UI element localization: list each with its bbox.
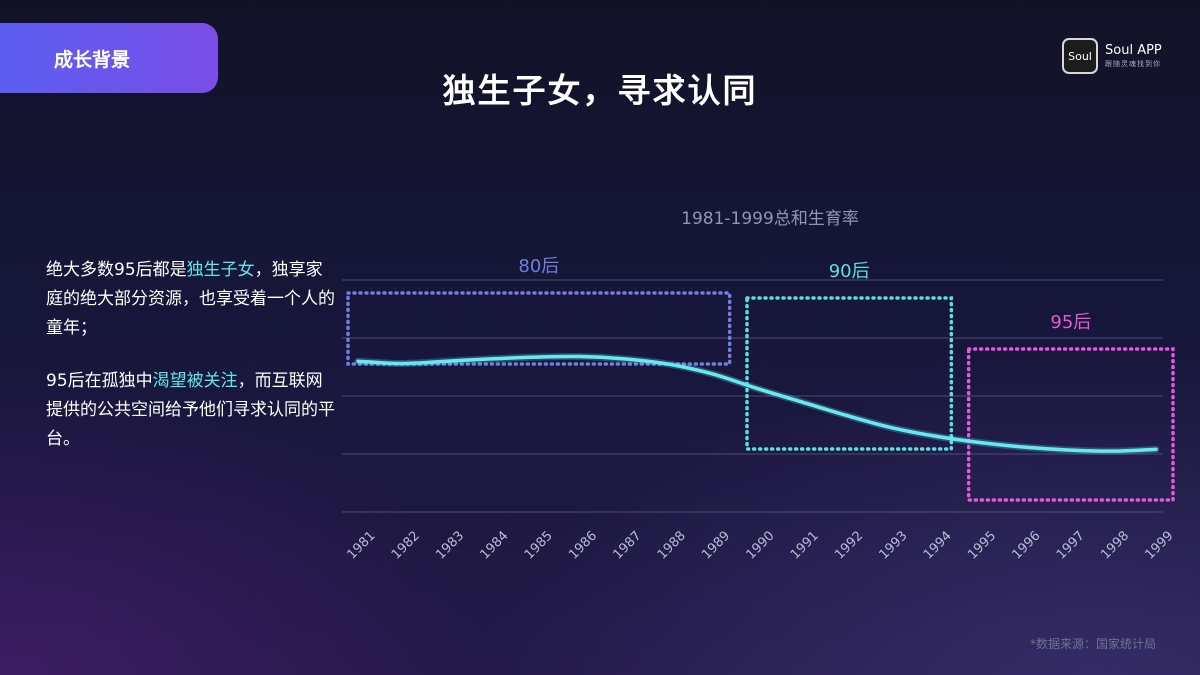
section-tag: 成长背景 xyxy=(0,23,218,93)
x-tick-label: 1993 xyxy=(877,529,911,563)
logo-name: Soul APP xyxy=(1105,43,1162,58)
x-tick-label: 1995 xyxy=(965,529,999,563)
p2-text-end: ，而互联网提供的公共空间给予他们寻求认同的平台。 xyxy=(46,371,335,449)
x-tick-label: 1990 xyxy=(744,529,778,563)
soul-app-logo: Soul Soul APP 跟随灵魂找到你 xyxy=(1062,38,1162,74)
logo-tagline: 跟随灵魂找到你 xyxy=(1105,60,1161,68)
group-label: 95后 xyxy=(1050,312,1091,333)
page-title: 独生子女，寻求认同 xyxy=(442,71,758,110)
description-text: 绝大多数95后都是独生子女，独享家庭的绝大部分资源，也享受着一个人的童年； 95… xyxy=(46,256,336,454)
paragraph-attention: 95后在孤独中渴望被关注，而互联网提供的公共空间给予他们寻求认同的平台。 xyxy=(46,367,336,454)
p1-text: 绝大多数95后都是 xyxy=(46,260,187,280)
x-tick-label: 1986 xyxy=(566,529,600,563)
x-tick-label: 1988 xyxy=(655,529,689,563)
p2-text: 95后在孤独中 xyxy=(46,371,153,391)
x-tick-label: 1989 xyxy=(699,529,733,563)
x-tick-label: 1983 xyxy=(433,529,467,563)
soul-logo-icon: Soul xyxy=(1062,38,1098,74)
p2-highlight: 渴望被关注 xyxy=(152,371,238,391)
x-tick-label: 1999 xyxy=(1143,529,1177,563)
group-box-1995 xyxy=(966,347,1175,502)
group-box-1990 xyxy=(745,296,954,451)
x-tick-label: 1991 xyxy=(788,529,822,563)
series-line-glow xyxy=(354,352,1160,455)
x-tick-label: 1998 xyxy=(1098,529,1132,563)
x-tick-label: 1985 xyxy=(522,529,556,563)
x-tick-label: 1981 xyxy=(345,529,379,563)
p1-highlight: 独生子女 xyxy=(186,260,255,280)
group-label: 80后 xyxy=(518,256,559,277)
group-label: 90后 xyxy=(829,261,870,282)
x-tick-label: 1984 xyxy=(478,529,512,563)
chart-title: 1981-1999总和生育率 xyxy=(681,209,859,229)
x-tick-label: 1994 xyxy=(921,529,955,563)
p1-text-end: ，独享家庭的绝大部分资源，也享受着一个人的童年； xyxy=(46,260,335,338)
group-box-1981 xyxy=(346,291,732,366)
x-tick-label: 1997 xyxy=(1054,529,1088,563)
x-tick-label: 1982 xyxy=(389,529,423,563)
series-line xyxy=(356,354,1158,453)
x-tick-label: 1992 xyxy=(832,529,866,563)
x-tick-label: 1987 xyxy=(611,529,645,563)
x-tick-label: 1996 xyxy=(1010,529,1044,563)
data-source: *数据来源：国家统计局 xyxy=(1029,637,1156,651)
paragraph-only-child: 绝大多数95后都是独生子女，独享家庭的绝大部分资源，也享受着一个人的童年； xyxy=(46,256,336,343)
